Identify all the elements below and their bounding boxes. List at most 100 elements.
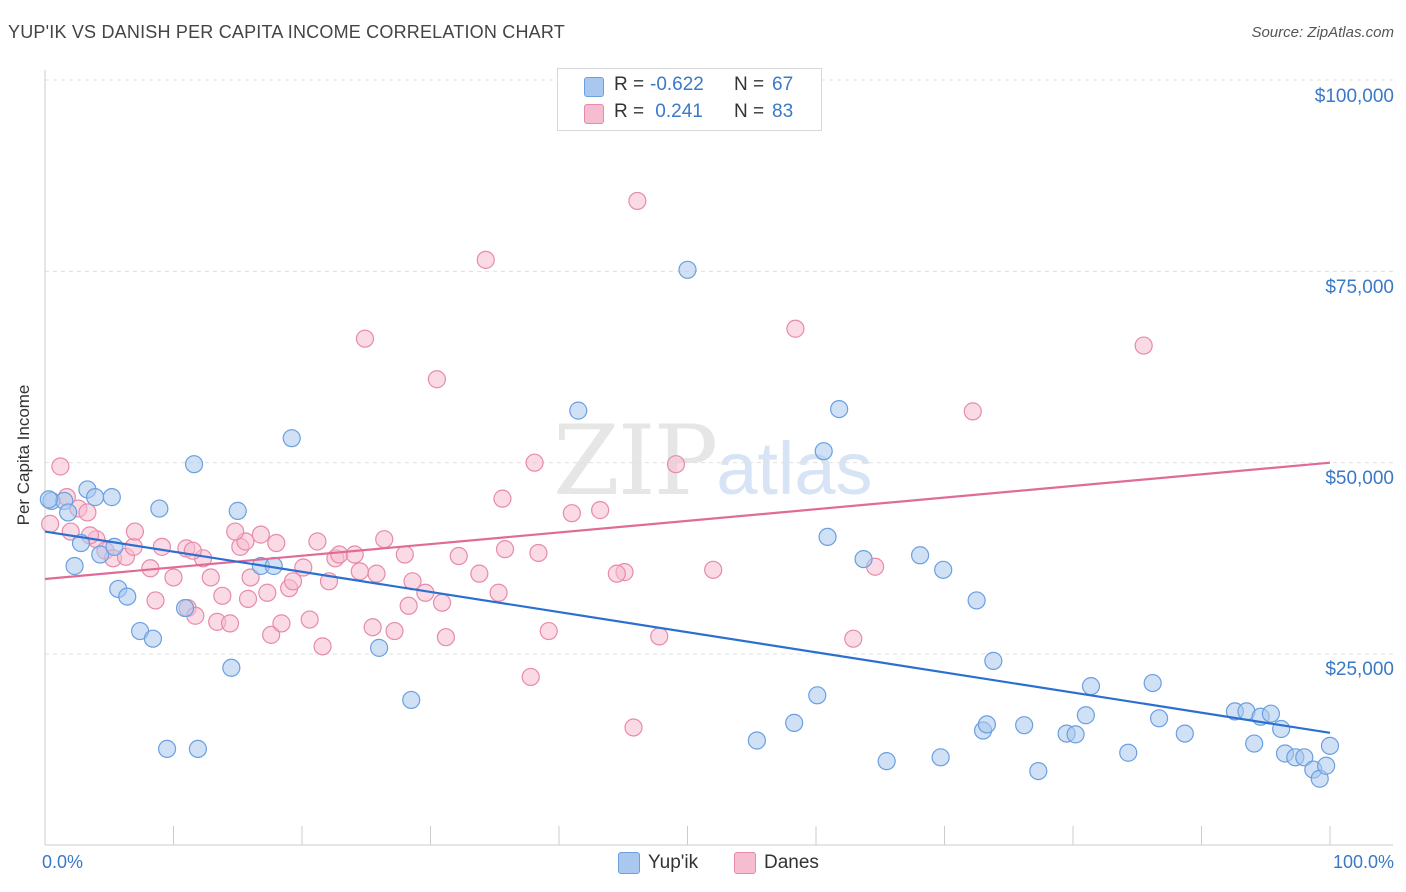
danes-point: [152, 537, 172, 556]
r-value: -0.622: [650, 74, 704, 95]
danes-point: [164, 568, 183, 587]
yupik-point: [1066, 725, 1085, 744]
yupik-point: [118, 587, 137, 606]
yupik-point: [102, 488, 121, 507]
danes-point: [385, 621, 404, 641]
danes-point: [786, 319, 805, 338]
yupik-point: [222, 658, 241, 677]
x-tick-label-max: 100.0%: [1332, 852, 1394, 872]
danes-point: [844, 629, 863, 648]
danes-point: [201, 568, 220, 587]
danes-point: [355, 329, 375, 348]
yupik-point: [282, 429, 301, 448]
yupik-point: [1029, 761, 1048, 781]
danes-point: [363, 618, 382, 637]
yupik-point: [984, 651, 1003, 670]
danes-point: [258, 583, 277, 602]
danes-point: [283, 572, 303, 591]
danes-point: [226, 522, 245, 541]
yupik-point: [818, 527, 837, 547]
yupik-point: [569, 401, 588, 420]
danes-point: [449, 546, 468, 566]
yupik-point: [157, 739, 177, 759]
danes-point: [300, 610, 319, 629]
axes: [44, 70, 1393, 846]
danes-point: [308, 532, 327, 551]
yupik-point: [854, 549, 873, 569]
source-label: Source: ZipAtlas.com: [1251, 24, 1394, 41]
r-label: R =: [614, 74, 650, 95]
yupik-point: [1317, 756, 1336, 775]
n-label: N =: [734, 74, 770, 95]
danes-point: [146, 591, 165, 610]
y-tick-label-75000: $75,000: [1325, 277, 1394, 298]
yupik-point: [188, 739, 208, 759]
danes-point: [395, 545, 414, 564]
r-value: 0.241: [650, 101, 703, 122]
danes-point: [539, 621, 558, 641]
legend-label-danes: Danes: [764, 852, 819, 873]
yupik-point: [1320, 736, 1340, 755]
legend-label-yupik: Yup'ik: [648, 852, 699, 873]
yupik-point: [1261, 704, 1280, 723]
danes-point: [375, 530, 394, 549]
danes-point: [628, 191, 647, 211]
danes-trendline: [44, 461, 1331, 581]
danes-point: [220, 614, 240, 633]
danes-point: [399, 596, 418, 615]
chart-title: YUP'IK VS DANISH PER CAPITA INCOME CORRE…: [8, 22, 565, 42]
yupik-point: [1076, 706, 1095, 725]
y-axis-label: Per Capita Income: [14, 384, 33, 526]
danes-point: [125, 522, 145, 541]
danes-point: [607, 564, 626, 583]
danes-point: [525, 453, 544, 472]
watermark-zip: ZIP: [553, 405, 718, 517]
danes-point: [650, 627, 669, 646]
yupik-point: [91, 545, 110, 564]
danes-point: [562, 504, 581, 523]
r-label: R =: [614, 101, 650, 122]
yupik-point: [1272, 719, 1291, 739]
danes-point: [963, 402, 982, 421]
yupik-point: [877, 752, 896, 771]
yupik-point: [143, 629, 163, 648]
yupik-point: [830, 399, 849, 419]
danes-point: [367, 564, 386, 583]
danes-point: [213, 586, 232, 605]
yupik-point: [931, 748, 950, 767]
trendlines: [44, 461, 1331, 734]
danes-point: [495, 540, 515, 559]
yupik-point: [1119, 743, 1138, 762]
yupik-point: [1149, 709, 1169, 728]
watermark-atlas: atlas: [716, 427, 873, 510]
yupik-point: [150, 499, 169, 518]
danes-point: [704, 560, 723, 579]
yupik-point: [1245, 734, 1264, 753]
yupik-point: [1081, 677, 1101, 696]
yupik-point: [175, 598, 195, 618]
danes-point: [313, 637, 332, 656]
danes-point: [436, 628, 456, 647]
danes-point: [489, 583, 508, 602]
yupik-points: [39, 260, 1340, 788]
yupik-swatch: [618, 852, 640, 874]
danes-point: [41, 514, 60, 533]
danes-point: [241, 568, 260, 587]
yupik-point: [228, 501, 247, 520]
yupik-point: [977, 715, 997, 734]
yupik-point: [747, 731, 766, 750]
danes-point: [272, 614, 291, 633]
danes-point: [493, 489, 512, 508]
y-tick-label-25000: $25,000: [1325, 659, 1394, 680]
yupik-point: [39, 490, 58, 509]
yupik-point: [59, 503, 78, 522]
yupik-point: [402, 690, 421, 710]
danes-point: [51, 457, 70, 476]
danes-point: [1134, 336, 1153, 355]
yupik-trendline: [44, 530, 1331, 734]
danes-point: [78, 503, 97, 522]
yupik-point: [808, 686, 827, 705]
danes-point: [624, 718, 643, 737]
n-label: N =: [734, 101, 770, 122]
